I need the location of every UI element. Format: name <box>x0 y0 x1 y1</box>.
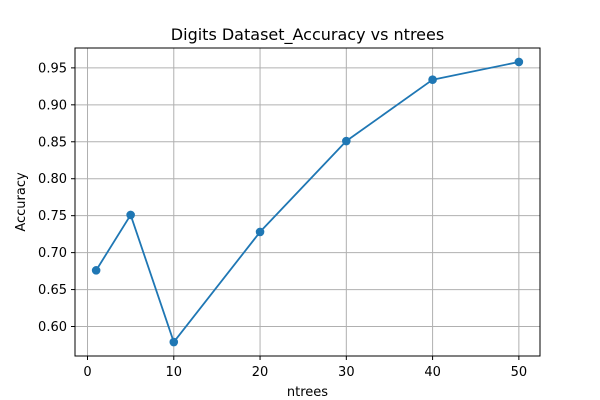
y-tick-label: 0.85 <box>38 135 67 150</box>
plot-frame <box>74 47 541 357</box>
x-axis-label: ntrees <box>287 385 328 400</box>
y-axis-label: Accuracy <box>14 172 29 232</box>
series-group <box>91 57 524 347</box>
data-point <box>514 57 524 67</box>
y-tick-label: 0.95 <box>38 61 67 76</box>
grid <box>75 48 540 356</box>
x-tick-label: 20 <box>252 365 269 380</box>
x-tick-label: 30 <box>338 365 355 380</box>
data-point <box>91 266 101 275</box>
x-tick-label: 50 <box>511 365 528 380</box>
data-point <box>342 136 351 146</box>
x-tick-label: 40 <box>424 365 441 380</box>
series-layer <box>91 57 524 347</box>
chart-title: Digits Dataset_Accuracy vs ntrees <box>171 25 444 45</box>
y-tick-label: 0.65 <box>38 283 67 298</box>
x-tick-label: 0 <box>83 365 91 380</box>
data-point <box>255 227 265 237</box>
data-point <box>126 210 135 220</box>
axis-ticks: 0 10 20 30 40 50 0.60 0.65 0.70 0.75 0.80 0.85 0.90 0… <box>38 61 527 380</box>
y-tick-label: 0.60 <box>38 320 67 335</box>
x-tick-label: 10 <box>166 365 183 380</box>
y-tick-label: 0.80 <box>38 172 67 187</box>
y-tick-label: 0.70 <box>38 246 67 261</box>
y-tick-label: 0.90 <box>38 98 67 113</box>
y-tick-label: 0.75 <box>38 209 67 224</box>
data-point <box>169 337 179 347</box>
data-point <box>428 75 437 85</box>
